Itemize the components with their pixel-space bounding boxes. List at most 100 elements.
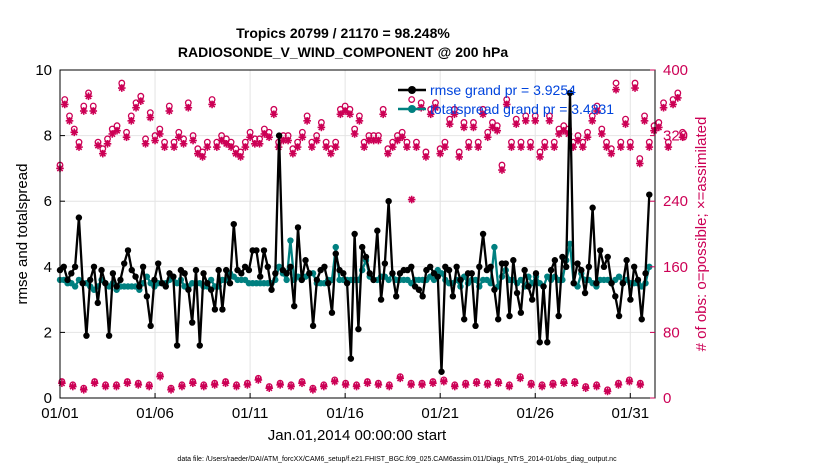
rmse-point [351, 230, 358, 238]
rmse-point [143, 293, 151, 300]
obs-assimilated-point [122, 133, 131, 142]
obs-assimilated-point [597, 130, 606, 138]
obs-low-assimilated-point [276, 381, 284, 389]
obs-assimilated-point [136, 97, 145, 105]
rmse-point [253, 247, 260, 254]
rmse-point [419, 293, 426, 300]
obs-low-assimilated-point [450, 382, 459, 391]
obs-low-assimilated-point [243, 381, 252, 389]
rmse-point [219, 306, 226, 313]
rmse-point [491, 286, 498, 293]
obs-low-assimilated-point [199, 382, 208, 391]
obs-assimilated-point [94, 141, 102, 150]
obs-assimilated-point [488, 123, 497, 132]
obs-low-assimilated-point [101, 382, 110, 391]
yl-tick-label-5: 10 [35, 62, 52, 79]
rmse-point [362, 253, 370, 261]
obs-count-series [56, 79, 687, 396]
obs-low-assimilated-point [396, 374, 405, 383]
obs-low-assimilated-point [79, 386, 88, 394]
rmse-point [245, 266, 253, 274]
obs-assimilated-point [512, 120, 521, 128]
y-axis-left-label: rmse and totalspread [14, 164, 31, 305]
obs-assimilated-point [322, 143, 330, 151]
rmse-point [238, 270, 245, 277]
obs-low-assimilated-point [440, 377, 448, 386]
obs-assimilated-point [175, 133, 183, 142]
rmse-point [68, 270, 75, 277]
rmse-point [434, 273, 441, 280]
totalspread-point [566, 240, 574, 248]
rmse-point [298, 276, 305, 284]
obs-low-assimilated-point [538, 382, 546, 391]
rmse-point [302, 257, 309, 264]
rmse-point [377, 296, 385, 303]
yr-tick-label-3: 240 [663, 193, 688, 210]
obs-low-assimilated-point [592, 382, 601, 391]
rmse-point [117, 276, 124, 284]
obs-low-assimilated-point [385, 382, 394, 391]
rmse-point [136, 283, 143, 290]
obs-assimilated-point [379, 110, 387, 119]
totalspread-point [615, 273, 623, 280]
obs-assimilated-point [241, 143, 250, 151]
rmse-point [559, 253, 566, 261]
rmse-point [566, 89, 574, 97]
obs-assimilated-point [422, 153, 430, 161]
x-tick-label-5: 01/26 [516, 405, 554, 422]
rmse-point [544, 339, 551, 346]
obs-assimilated-point [669, 100, 677, 109]
obs-assimilated-point [341, 107, 349, 115]
rmse-point [98, 266, 105, 274]
yr-tick-label-4: 320 [663, 128, 688, 145]
totalspread-point [332, 243, 339, 251]
obs-assimilated-point [98, 149, 107, 158]
rmse-point [173, 342, 181, 349]
obs-assimilated-point [189, 136, 197, 145]
obs-assimilated-point [346, 110, 354, 119]
obs-assimilated-point [213, 143, 221, 151]
obs-assimilated-point [103, 140, 112, 148]
rmse-point [306, 270, 313, 277]
yl-tick-label-1: 2 [44, 324, 52, 341]
x-tick-label-4: 01/21 [421, 405, 459, 422]
rmse-point [600, 263, 608, 270]
rmse-point [457, 276, 464, 284]
rmse-point [366, 270, 373, 277]
obs-low-assimilated-point [363, 379, 372, 388]
obs-assimilated-point [331, 143, 340, 151]
rmse-point [468, 270, 475, 277]
obs-low-assimilated-point [603, 387, 612, 396]
obs-low-assimilated-point [581, 384, 590, 392]
rmse-point [408, 263, 415, 270]
rmse-point [204, 280, 211, 287]
rmse-point [321, 263, 328, 270]
obs-assimilated-point [232, 149, 240, 158]
obs-possible-point [408, 96, 416, 103]
yl-tick-label-0: 0 [44, 390, 52, 407]
obs-assimilated-point [374, 136, 383, 145]
rmse-point [347, 355, 355, 362]
obs-assimilated-point [194, 149, 202, 158]
obs-assimilated-point [79, 107, 88, 115]
x-tick-label-1: 01/06 [136, 405, 174, 422]
rmse-point [385, 198, 392, 205]
rmse-point [623, 257, 630, 264]
rmse-point [604, 253, 611, 261]
rmse-point [517, 309, 525, 316]
obs-assimilated-point [645, 143, 654, 151]
rmse-point [181, 270, 188, 277]
obs-assimilated-point [246, 133, 254, 142]
rmse-point [536, 339, 543, 346]
obs-assimilated-point [327, 149, 335, 158]
obs-assimilated-point [236, 153, 245, 161]
obs-assimilated-point [612, 85, 620, 94]
obs-assimilated-point [298, 133, 307, 142]
obs-assimilated-point [616, 143, 625, 151]
obs-assimilated-point [578, 143, 587, 151]
rmse-point [283, 270, 290, 277]
obs-assimilated-point [517, 143, 525, 151]
obs-assimilated-point [426, 110, 435, 119]
obs-assimilated-point [659, 103, 668, 112]
rmse-point [460, 316, 468, 323]
